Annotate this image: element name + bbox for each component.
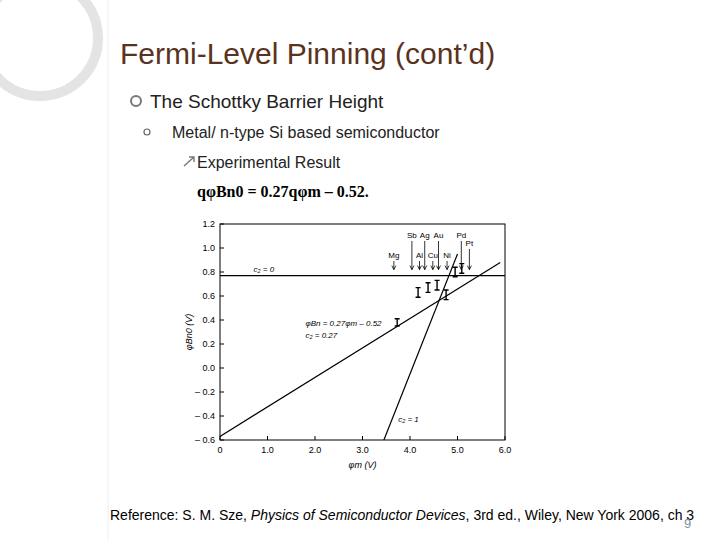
metal-arrow bbox=[461, 241, 462, 270]
bullet: The Schottky Barrier Height bbox=[150, 91, 384, 112]
x-tick bbox=[362, 436, 363, 440]
error-bar-point bbox=[453, 267, 458, 277]
metal-label: Pt bbox=[466, 239, 474, 248]
y-tick-label: 0.6 bbox=[202, 291, 215, 301]
metal-arrow-head bbox=[467, 266, 471, 270]
x-tick bbox=[315, 436, 316, 440]
y-tick bbox=[220, 296, 224, 297]
metal-arrow bbox=[424, 241, 425, 270]
y-tick-label: 0.8 bbox=[202, 267, 215, 277]
decor-line bbox=[108, 0, 109, 540]
sub-sub-bullet-marker bbox=[184, 157, 194, 166]
metal-arrow bbox=[469, 249, 470, 270]
reference-part: , 3rd ed., Wiley, New York 2006, ch 3 bbox=[466, 507, 695, 523]
y-tick bbox=[220, 320, 224, 321]
x-tick bbox=[457, 436, 458, 440]
slide-title: Fermi-Level Pinning (cont’d) bbox=[120, 37, 495, 70]
error-bar-point bbox=[395, 319, 400, 326]
x-tick-label: 0 bbox=[217, 445, 222, 455]
x-tick-label: 4.0 bbox=[404, 445, 417, 455]
reference: Reference: S. M. Sze, Physics of Semicon… bbox=[110, 507, 694, 523]
y-tick bbox=[220, 368, 224, 369]
x-tick bbox=[267, 436, 268, 440]
error-bar-point bbox=[426, 283, 431, 293]
y-tick bbox=[220, 224, 224, 225]
metal-label: Mg bbox=[388, 251, 399, 260]
equation: qφBn0 = 0.27qφm – 0.52. bbox=[197, 183, 369, 201]
x-tick bbox=[505, 436, 506, 440]
annotation: φBn = 0.27φm – 0.52 bbox=[306, 319, 383, 328]
y-tick-label: 1.0 bbox=[202, 243, 215, 253]
sub-bullet: Metal/ n-type Si based semiconductor bbox=[172, 124, 440, 141]
sub-bullet-marker bbox=[144, 129, 150, 135]
y-tick-label: 0.4 bbox=[202, 315, 215, 325]
decor-circle bbox=[0, 0, 98, 96]
y-tick-label: 0.0 bbox=[202, 363, 215, 373]
y-tick-label: 0.2 bbox=[202, 339, 215, 349]
series-line bbox=[220, 275, 505, 276]
error-bar-point bbox=[416, 288, 421, 298]
page-number: 9 bbox=[684, 516, 691, 531]
bullet-marker bbox=[131, 96, 141, 106]
series-line bbox=[220, 262, 500, 436]
sub-sub-bullet: Experimental Result bbox=[197, 154, 341, 171]
error-bar-point bbox=[444, 290, 449, 300]
metal-arrow-head bbox=[431, 266, 435, 270]
series-line bbox=[384, 254, 458, 440]
reference-part: Reference: S. M. Sze, bbox=[110, 507, 251, 523]
y-tick bbox=[220, 416, 224, 417]
x-tick-label: 1.0 bbox=[261, 445, 274, 455]
y-tick bbox=[220, 272, 224, 273]
metal-arrow-head bbox=[392, 266, 396, 270]
metal-label: Cu bbox=[428, 251, 438, 260]
metal-arrow-head bbox=[418, 266, 422, 270]
y-tick-label: – 0.4 bbox=[195, 411, 215, 421]
x-axis-label: φm (V) bbox=[349, 460, 377, 470]
y-tick bbox=[220, 248, 224, 249]
y-tick-label: 1.2 bbox=[202, 219, 215, 229]
metal-arrow-head bbox=[410, 266, 414, 270]
y-axis-label: φBn0 (V) bbox=[184, 314, 194, 350]
metal-arrow-head bbox=[459, 266, 463, 270]
metal-arrow-head bbox=[445, 266, 449, 270]
x-tick-label: 2.0 bbox=[309, 445, 322, 455]
line-label: c₂ = 1 bbox=[398, 415, 419, 424]
metal-label: Ni bbox=[443, 251, 451, 260]
x-tick-label: 3.0 bbox=[356, 445, 369, 455]
metal-label: Ag bbox=[420, 231, 430, 240]
y-tick bbox=[220, 440, 224, 441]
x-tick bbox=[410, 436, 411, 440]
plot-frame bbox=[220, 224, 505, 440]
metal-label: Sb bbox=[407, 231, 417, 240]
x-tick-label: 5.0 bbox=[451, 445, 464, 455]
y-tick bbox=[220, 344, 224, 345]
error-bar-point bbox=[435, 280, 440, 290]
metal-arrow-head bbox=[423, 266, 427, 270]
error-bar-point bbox=[459, 264, 464, 274]
reference-part: Physics of Semiconductor Devices bbox=[251, 507, 466, 523]
metal-label: Al bbox=[416, 251, 423, 260]
metal-arrow bbox=[438, 241, 439, 270]
plot-area bbox=[220, 254, 505, 440]
x-tick-label: 6.0 bbox=[499, 445, 512, 455]
metal-arrow-head bbox=[437, 266, 441, 270]
y-tick bbox=[220, 392, 224, 393]
metal-label: Au bbox=[434, 231, 444, 240]
line-label: c₂ = 0 bbox=[254, 265, 275, 274]
metal-arrow bbox=[411, 241, 412, 270]
y-tick-label: – 0.2 bbox=[195, 387, 215, 397]
y-tick-label: – 0.6 bbox=[195, 435, 215, 445]
line-label: c₂ = 0.27 bbox=[306, 331, 338, 340]
